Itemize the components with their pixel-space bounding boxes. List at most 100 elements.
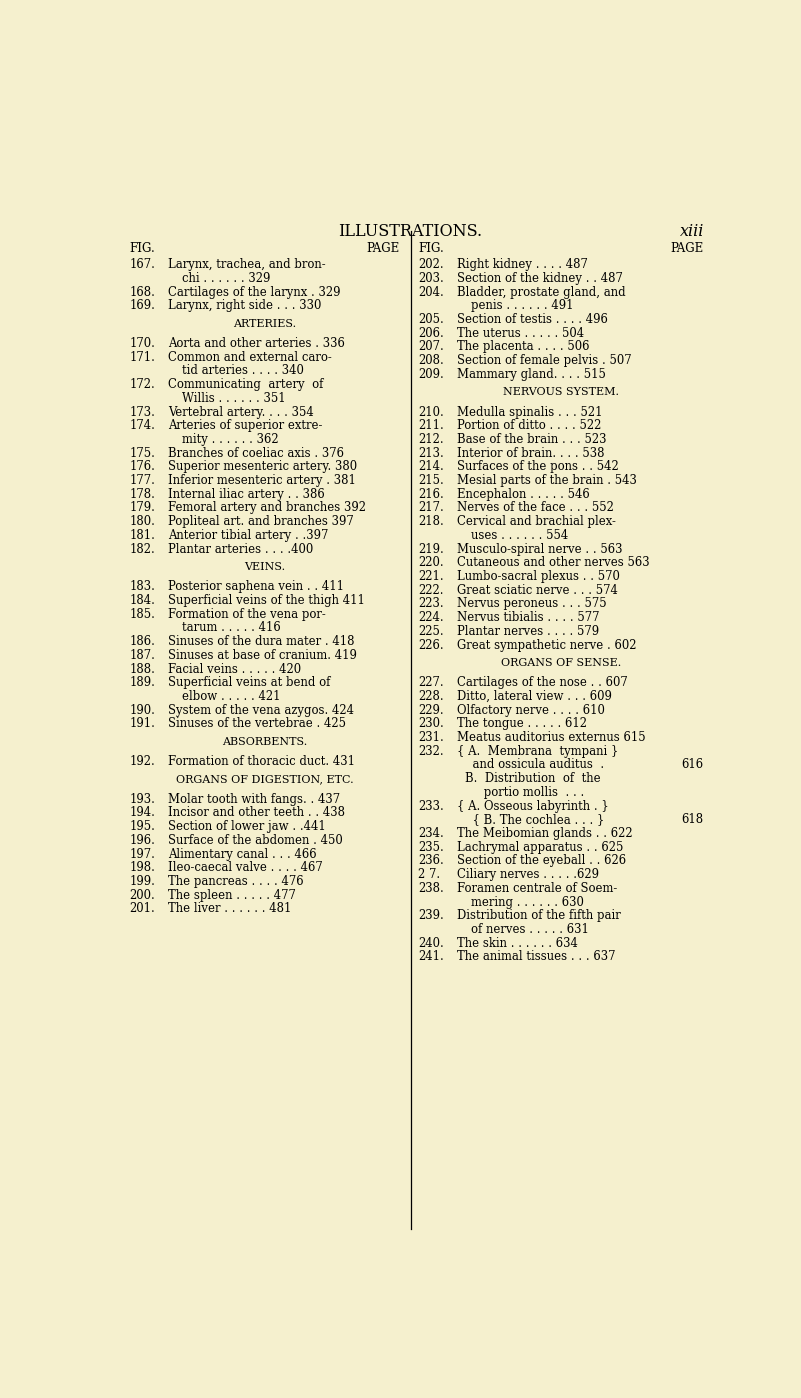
Text: 205.: 205. bbox=[418, 313, 444, 326]
Text: Olfactory nerve . . . . 610: Olfactory nerve . . . . 610 bbox=[457, 703, 605, 717]
Text: 201.: 201. bbox=[130, 902, 155, 916]
Text: 202.: 202. bbox=[418, 259, 444, 271]
Text: 232.: 232. bbox=[418, 745, 444, 758]
Text: FIG.: FIG. bbox=[130, 242, 155, 256]
Text: 175.: 175. bbox=[130, 447, 155, 460]
Text: 210.: 210. bbox=[418, 405, 444, 418]
Text: Portion of ditto . . . . 522: Portion of ditto . . . . 522 bbox=[457, 419, 602, 432]
Text: 225.: 225. bbox=[418, 625, 444, 637]
Text: Aorta and other arteries . 336: Aorta and other arteries . 336 bbox=[168, 337, 345, 350]
Text: Cartilages of the nose . . 607: Cartilages of the nose . . 607 bbox=[457, 677, 628, 689]
Text: Ciliary nerves . . . . .629: Ciliary nerves . . . . .629 bbox=[457, 868, 599, 881]
Text: Great sciatic nerve . . . 574: Great sciatic nerve . . . 574 bbox=[457, 584, 618, 597]
Text: ILLUSTRATIONS.: ILLUSTRATIONS. bbox=[339, 224, 482, 240]
Text: 194.: 194. bbox=[130, 807, 155, 819]
Text: 219.: 219. bbox=[418, 542, 444, 555]
Text: Cervical and brachial plex-: Cervical and brachial plex- bbox=[457, 516, 616, 528]
Text: 197.: 197. bbox=[130, 847, 155, 861]
Text: Base of the brain . . . 523: Base of the brain . . . 523 bbox=[457, 433, 606, 446]
Text: 616: 616 bbox=[682, 759, 704, 772]
Text: 198.: 198. bbox=[130, 861, 155, 874]
Text: Inferior mesenteric artery . 381: Inferior mesenteric artery . 381 bbox=[168, 474, 356, 487]
Text: Surface of the abdomen . 450: Surface of the abdomen . 450 bbox=[168, 833, 343, 847]
Text: 240.: 240. bbox=[418, 937, 444, 949]
Text: Willis . . . . . . 351: Willis . . . . . . 351 bbox=[183, 391, 286, 405]
Text: The liver . . . . . . 481: The liver . . . . . . 481 bbox=[168, 902, 292, 916]
Text: { A. Osseous labyrinth . }: { A. Osseous labyrinth . } bbox=[457, 800, 609, 812]
Text: Superior mesenteric artery. 380: Superior mesenteric artery. 380 bbox=[168, 460, 357, 474]
Text: penis . . . . . . 491: penis . . . . . . 491 bbox=[471, 299, 574, 312]
Text: Sinuses at base of cranium. 419: Sinuses at base of cranium. 419 bbox=[168, 649, 357, 661]
Text: Nerves of the face . . . 552: Nerves of the face . . . 552 bbox=[457, 502, 614, 514]
Text: mity . . . . . . 362: mity . . . . . . 362 bbox=[183, 433, 279, 446]
Text: 220.: 220. bbox=[418, 556, 444, 569]
Text: Common and external caro-: Common and external caro- bbox=[168, 351, 332, 363]
Text: 224.: 224. bbox=[418, 611, 444, 624]
Text: 222.: 222. bbox=[418, 584, 444, 597]
Text: The skin . . . . . . 634: The skin . . . . . . 634 bbox=[457, 937, 578, 949]
Text: Right kidney . . . . 487: Right kidney . . . . 487 bbox=[457, 259, 588, 271]
Text: 241.: 241. bbox=[418, 951, 444, 963]
Text: 177.: 177. bbox=[130, 474, 155, 487]
Text: 171.: 171. bbox=[130, 351, 155, 363]
Text: 216.: 216. bbox=[418, 488, 444, 500]
Text: Larynx, trachea, and bron-: Larynx, trachea, and bron- bbox=[168, 259, 326, 271]
Text: The pancreas . . . . 476: The pancreas . . . . 476 bbox=[168, 875, 304, 888]
Text: tarum . . . . . 416: tarum . . . . . 416 bbox=[183, 622, 281, 635]
Text: ABSORBENTS.: ABSORBENTS. bbox=[222, 737, 308, 747]
Text: Cutaneous and other nerves 563: Cutaneous and other nerves 563 bbox=[457, 556, 650, 569]
Text: Section of lower jaw . .441: Section of lower jaw . .441 bbox=[168, 821, 326, 833]
Text: The spleen . . . . . 477: The spleen . . . . . 477 bbox=[168, 889, 296, 902]
Text: Incisor and other teeth . . 438: Incisor and other teeth . . 438 bbox=[168, 807, 345, 819]
Text: Molar tooth with fangs. . 437: Molar tooth with fangs. . 437 bbox=[168, 793, 340, 805]
Text: 238.: 238. bbox=[418, 882, 444, 895]
Text: Femoral artery and branches 392: Femoral artery and branches 392 bbox=[168, 502, 366, 514]
Text: Musculo-spiral nerve . . 563: Musculo-spiral nerve . . 563 bbox=[457, 542, 622, 555]
Text: 227.: 227. bbox=[418, 677, 444, 689]
Text: Great sympathetic nerve . 602: Great sympathetic nerve . 602 bbox=[457, 639, 637, 651]
Text: 182.: 182. bbox=[130, 542, 155, 555]
Text: 180.: 180. bbox=[130, 516, 155, 528]
Text: Section of testis . . . . 496: Section of testis . . . . 496 bbox=[457, 313, 608, 326]
Text: Section of the eyeball . . 626: Section of the eyeball . . 626 bbox=[457, 854, 626, 867]
Text: Nervus peroneus . . . 575: Nervus peroneus . . . 575 bbox=[457, 597, 606, 611]
Text: { A.  Membrana  tympani }: { A. Membrana tympani } bbox=[457, 745, 618, 758]
Text: Facial veins . . . . . 420: Facial veins . . . . . 420 bbox=[168, 663, 301, 675]
Text: 215.: 215. bbox=[418, 474, 444, 487]
Text: 185.: 185. bbox=[130, 608, 155, 621]
Text: The uterus . . . . . 504: The uterus . . . . . 504 bbox=[457, 327, 584, 340]
Text: chi . . . . . . 329: chi . . . . . . 329 bbox=[183, 273, 271, 285]
Text: xiii: xiii bbox=[679, 224, 704, 240]
Text: 174.: 174. bbox=[130, 419, 155, 432]
Text: ARTERIES.: ARTERIES. bbox=[233, 319, 296, 329]
Text: 176.: 176. bbox=[130, 460, 155, 474]
Text: 168.: 168. bbox=[130, 285, 155, 299]
Text: The Meibomian glands . . 622: The Meibomian glands . . 622 bbox=[457, 828, 633, 840]
Text: 221.: 221. bbox=[418, 570, 444, 583]
Text: Anterior tibial artery . .397: Anterior tibial artery . .397 bbox=[168, 528, 328, 542]
Text: 178.: 178. bbox=[130, 488, 155, 500]
Text: 233.: 233. bbox=[418, 800, 444, 812]
Text: 204.: 204. bbox=[418, 285, 444, 299]
Text: Meatus auditorius externus 615: Meatus auditorius externus 615 bbox=[457, 731, 646, 744]
Text: 236.: 236. bbox=[418, 854, 444, 867]
Text: uses . . . . . . 554: uses . . . . . . 554 bbox=[471, 528, 568, 542]
Text: Alimentary canal . . . 466: Alimentary canal . . . 466 bbox=[168, 847, 317, 861]
Text: FIG.: FIG. bbox=[418, 242, 444, 256]
Text: 192.: 192. bbox=[130, 755, 155, 768]
Text: 179.: 179. bbox=[130, 502, 155, 514]
Text: 196.: 196. bbox=[130, 833, 155, 847]
Text: Branches of coeliac axis . 376: Branches of coeliac axis . 376 bbox=[168, 447, 344, 460]
Text: 189.: 189. bbox=[130, 677, 155, 689]
Text: Arteries of superior extre-: Arteries of superior extre- bbox=[168, 419, 323, 432]
Text: 173.: 173. bbox=[130, 405, 155, 418]
Text: and ossicula auditus  .: and ossicula auditus . bbox=[465, 759, 604, 772]
Text: Plantar nerves . . . . 579: Plantar nerves . . . . 579 bbox=[457, 625, 599, 637]
Text: 190.: 190. bbox=[130, 703, 155, 717]
Text: PAGE: PAGE bbox=[670, 242, 704, 256]
Text: NERVOUS SYSTEM.: NERVOUS SYSTEM. bbox=[503, 387, 619, 397]
Text: 187.: 187. bbox=[130, 649, 155, 661]
Text: 167.: 167. bbox=[130, 259, 155, 271]
Text: Section of female pelvis . 507: Section of female pelvis . 507 bbox=[457, 354, 632, 368]
Text: 191.: 191. bbox=[130, 717, 155, 730]
